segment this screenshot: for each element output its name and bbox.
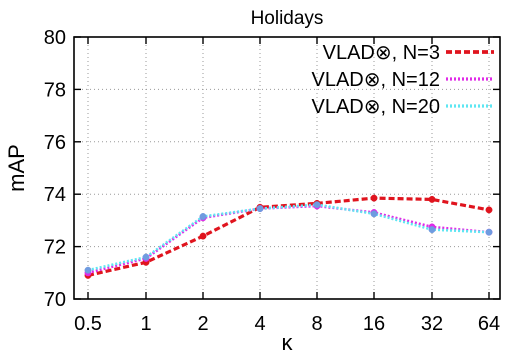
x-tick-label: 16 [363, 313, 385, 335]
data-point [313, 201, 321, 209]
y-tick-label: 74 [44, 184, 66, 206]
data-point [370, 210, 378, 218]
y-tick-label: 70 [44, 289, 66, 311]
x-tick-label: 8 [311, 313, 322, 335]
y-tick-label: 78 [44, 79, 66, 101]
data-point [428, 195, 436, 203]
y-tick-label: 72 [44, 237, 66, 259]
ticks: 70 72 74 76 78 80 0.5 1 2 4 8 16 32 64 [44, 27, 500, 335]
data-point [428, 226, 436, 234]
data-point [142, 253, 150, 261]
series-group [84, 194, 493, 279]
legend-label: VLAD⊗, N=12 [312, 69, 441, 91]
grid [74, 37, 500, 299]
data-point [256, 205, 264, 213]
data-point [485, 228, 493, 236]
y-tick-label: 76 [44, 132, 66, 154]
y-axis-title: mAP [4, 144, 29, 192]
x-tick-label: 64 [478, 313, 500, 335]
x-tick-label: 0.5 [74, 313, 102, 335]
data-point [199, 232, 207, 240]
data-point [199, 213, 207, 220]
legend-label: VLAD⊗, N=3 [323, 42, 440, 64]
chart-title: Holidays [251, 8, 324, 29]
series-3 [84, 201, 493, 274]
x-axis-title: κ [282, 330, 294, 354]
x-tick-label: 32 [421, 313, 443, 335]
data-point [84, 266, 92, 274]
legend: VLAD⊗, N=3 VLAD⊗, N=12 VLAD⊗, N=20 [312, 42, 494, 118]
plot-frame [73, 36, 501, 300]
data-point [370, 194, 378, 202]
x-tick-label: 4 [254, 313, 265, 335]
series-line [87, 204, 490, 275]
x-tick-label: 2 [197, 313, 208, 335]
x-tick-label: 1 [140, 313, 151, 335]
data-point [485, 206, 493, 214]
y-tick-label: 80 [44, 27, 66, 49]
legend-label: VLAD⊗, N=20 [312, 96, 441, 118]
